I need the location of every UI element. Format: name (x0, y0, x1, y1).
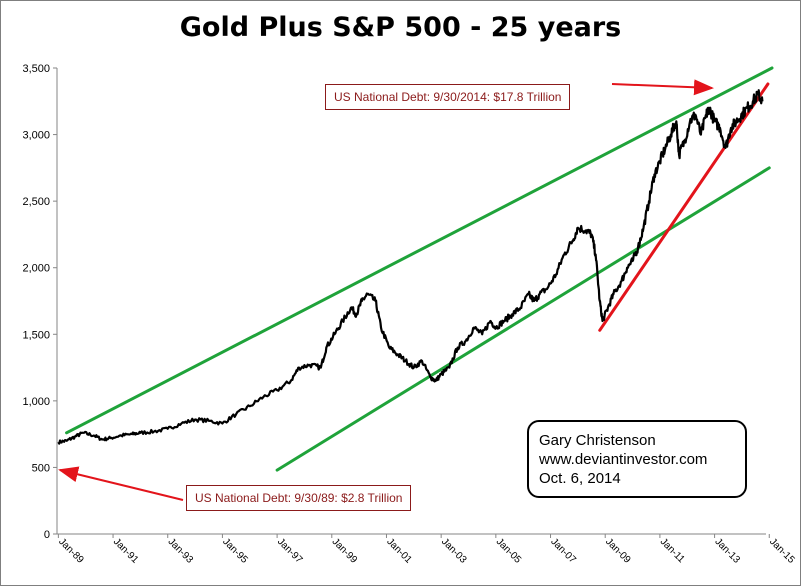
y-tick-label: 3,500 (22, 63, 50, 75)
x-tick-label: Jan-05 (494, 536, 524, 566)
series-line-gold-plus-sp500 (57, 89, 764, 445)
x-tick-label: Jan-11 (658, 536, 687, 565)
y-tick-label: 1,500 (22, 329, 50, 341)
x-tick-label: Jan-97 (275, 536, 305, 566)
x-tick-label: Jan-13 (712, 536, 742, 566)
credit-box: Gary Christenson www.deviantinvestor.com… (527, 420, 747, 498)
x-tick-label: Jan-89 (56, 536, 86, 566)
y-tick-label: 2,500 (22, 196, 50, 208)
y-tick-label: 500 (32, 462, 50, 474)
annotation-debt-2014: US National Debt: 9/30/2014: $17.8 Trill… (325, 84, 571, 110)
lower-channel-line (275, 166, 771, 472)
upper-channel-line (65, 66, 774, 435)
chart-title: Gold Plus S&P 500 - 25 years (179, 12, 622, 43)
x-tick-label: Jan-95 (220, 536, 250, 566)
x-tick-label: Jan-91 (111, 536, 141, 566)
x-tick-label: Jan-03 (439, 536, 469, 566)
x-tick-label: Jan-93 (166, 536, 196, 566)
y-tick-label: 1,000 (22, 396, 50, 408)
y-tick-label: 2,000 (22, 263, 50, 275)
arrow-debt-2014 (611, 79, 714, 96)
x-tick-label: Jan-15 (767, 536, 797, 566)
credit-author: Gary Christenson (539, 432, 656, 449)
y-tick-label: 0 (44, 529, 50, 541)
x-tick-label: Jan-99 (330, 536, 360, 566)
recent-support-line (598, 82, 770, 332)
x-tick-label: Jan-07 (548, 536, 578, 566)
arrow-debt-1989 (58, 466, 184, 501)
annotation-debt-1989: US National Debt: 9/30/89: $2.8 Trillion (186, 485, 412, 511)
credit-date: Oct. 6, 2014 (539, 470, 621, 487)
y-tick-label: 3,000 (22, 130, 50, 142)
credit-website: www.deviantinvestor.com (539, 451, 708, 468)
x-tick-label: Jan-01 (384, 536, 414, 566)
x-tick-label: Jan-09 (603, 536, 633, 566)
